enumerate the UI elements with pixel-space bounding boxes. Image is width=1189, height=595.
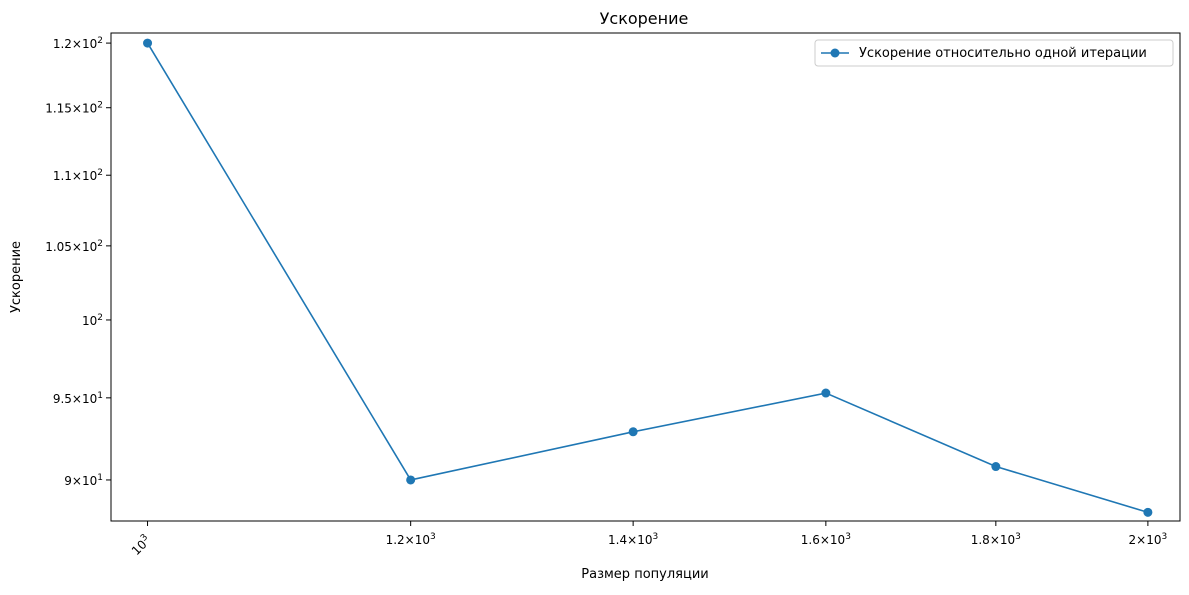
legend-label: Ускорение относительно одной итерации	[859, 46, 1147, 61]
data-point	[991, 462, 1001, 472]
legend-box	[814, 39, 1174, 67]
plot-frame	[110, 32, 1181, 522]
data-point	[821, 388, 831, 398]
x-tick-label: 1.4×103	[608, 532, 658, 547]
y-tick-label: 9.5×101	[53, 391, 103, 406]
legend: Ускорение относительно одной итерации	[814, 39, 1174, 67]
legend-marker	[830, 48, 840, 58]
y-axis-label: Ускорение	[9, 241, 24, 313]
y-tick-label: 102	[82, 313, 103, 328]
series-line	[146, 42, 1149, 514]
y-tick-label: 1.1×102	[53, 168, 103, 183]
data-point	[1143, 507, 1153, 517]
data-point	[406, 475, 416, 485]
x-tick-label: 2×103	[1129, 532, 1168, 547]
x-axis-label: Размер популяции	[581, 567, 708, 582]
data-point	[628, 427, 638, 437]
y-tick-label: 1.05×102	[45, 239, 103, 254]
data-point	[143, 38, 153, 48]
x-tick-label: 1.2×103	[386, 532, 436, 547]
plot-area: 103 1.2×103 1.4×103 1.6×103 1.8×103 2×1039×10…	[45, 32, 1181, 558]
y-tick-label: 1.2×102	[53, 36, 103, 51]
chart-title: Ускорение	[600, 9, 689, 28]
y-tick-label: 9×101	[64, 473, 103, 488]
y-tick-label: 1.15×102	[45, 101, 103, 116]
x-tick-label: 1.6×103	[801, 532, 851, 547]
x-tick-label: 1.8×103	[971, 532, 1021, 547]
